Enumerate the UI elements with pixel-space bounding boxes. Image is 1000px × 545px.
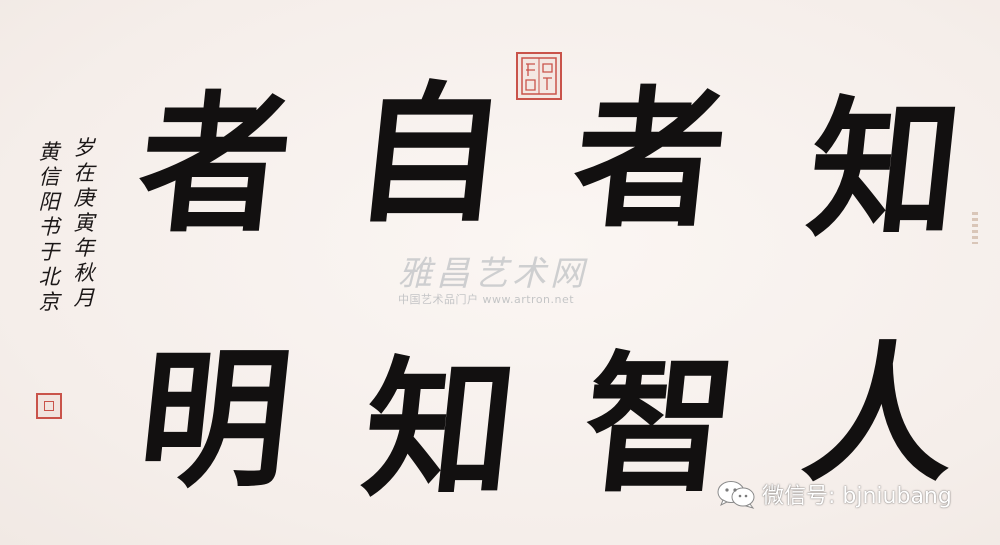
top-seal	[516, 52, 562, 100]
wechat-badge: 微信号: bjniubang	[716, 478, 952, 510]
calligraphy-char-ren: 人	[795, 327, 965, 503]
calligraphy-char-zhe-2: 者	[130, 77, 300, 253]
calligraphy-char-zhe-1: 者	[565, 72, 735, 248]
calligraphy-char-zi: 自	[345, 67, 515, 243]
calligraphy-char-zhi-2: 知	[355, 342, 525, 518]
seal-pattern-icon	[521, 57, 557, 95]
inscription-column-date: 岁在庚寅年秋月	[73, 136, 95, 310]
calligraphy-char-zhi-1: 知	[800, 82, 970, 258]
edge-mark	[972, 212, 978, 244]
artist-seal	[36, 393, 62, 419]
wechat-id-label: 微信号: bjniubang	[762, 484, 952, 509]
watermark-logo-text: 雅昌艺术网	[398, 254, 588, 294]
inscription-column-signature: 黄信阳书于北京	[38, 140, 60, 314]
calligraphy-char-ming: 明	[130, 332, 300, 508]
wechat-icon	[717, 481, 755, 509]
watermark-subtitle: 中国艺术品门户 www.artron.net	[398, 293, 575, 306]
